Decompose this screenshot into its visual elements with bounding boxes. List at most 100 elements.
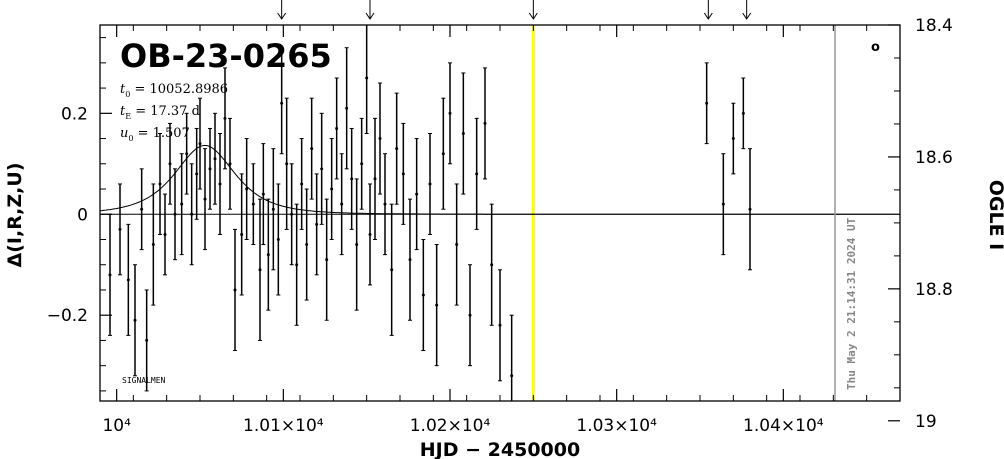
data-point [408,198,412,321]
data-marker [483,121,487,125]
data-marker [245,187,249,191]
data-marker [108,273,112,277]
data-point [448,62,452,165]
data-point [329,138,334,240]
arrow-head [703,12,713,20]
data-point [168,122,172,205]
parameter-value: = 10052.8986 [130,82,228,97]
data-marker [721,202,725,206]
data-marker [365,76,369,80]
x-tick-label: 1.04×10⁴ [743,416,824,436]
data-marker [300,182,304,186]
data-point [354,178,359,311]
data-marker [261,192,265,196]
data-point [454,183,459,306]
parameter-line: u0 = 1.507 [120,126,190,143]
y-tick-label: 0 [77,205,88,225]
x-tick-label: 1.02×10⁴ [410,416,491,436]
data-marker [441,152,445,156]
data-marker [213,157,217,161]
parameter-symbol: t [120,104,126,119]
data-marker [180,202,184,206]
signalmen-label: SIGNALMEN [122,376,166,385]
data-marker [390,268,394,272]
parameter-subscript: 0 [128,134,133,143]
data-point [344,47,349,170]
data-point [261,143,266,246]
data-point [704,62,709,145]
arrow-layer [277,0,752,20]
data-marker [705,101,709,105]
top-arrow [528,0,538,20]
data-point [279,52,284,155]
data-point [394,92,399,205]
right-tick-label: 19 [915,412,937,432]
data-point [509,314,514,401]
data-point [428,133,432,235]
data-marker [421,293,425,297]
parameter-value: = 17.37 d [131,104,200,119]
data-point [468,264,472,367]
data-point [474,117,479,230]
data-point [266,198,271,311]
data-point [258,198,262,341]
x-axis-label: HJD − 2450000 [420,439,580,459]
data-point [208,127,212,210]
data-marker [251,202,255,206]
data-marker [140,207,144,211]
data-marker [731,137,735,141]
data-marker [151,243,155,247]
data-point [139,168,144,251]
data-point [271,148,276,271]
data-marker [233,288,237,292]
data-marker [195,172,199,176]
data-point [334,77,339,180]
data-marker [373,177,377,181]
data-point [731,102,736,175]
data-marker [285,162,289,166]
chart-title: OB-23-0265 [120,37,332,75]
data-point [309,97,314,200]
top-arrow [365,0,375,20]
data-point [378,82,382,195]
data-marker [455,243,459,247]
data-marker [330,187,334,191]
data-point [421,238,426,352]
data-marker [315,222,319,226]
data-marker [345,106,349,110]
arrow-head [742,12,752,20]
data-marker [510,374,514,378]
data-point [748,148,752,271]
data-point [441,97,446,210]
data-marker [741,111,745,115]
data-point [314,173,319,276]
data-marker [126,278,130,282]
data-marker [310,147,314,151]
data-point [364,25,369,135]
parameter-line: t0 = 10052.8986 [120,82,228,99]
data-point [213,112,217,205]
data-marker [158,182,162,186]
right-tick-label: 18.6 [915,148,953,168]
data-point [349,127,354,230]
data-point [194,127,199,220]
data-marker [218,182,222,186]
data-marker [355,243,359,247]
data-marker [435,303,439,307]
data-marker [350,177,354,181]
top-arrow [742,0,752,20]
data-marker [258,268,262,272]
data-marker [185,152,189,156]
parameter-value: = 1.507 [133,126,189,141]
data-marker [498,323,502,327]
data-point [251,163,256,246]
data-marker [168,162,172,166]
data-marker [276,237,280,241]
model-layer [99,25,900,401]
data-point [373,117,377,240]
top-arrow [277,0,287,20]
data-marker [335,126,339,130]
data-marker [378,137,382,141]
data-marker [748,207,752,211]
